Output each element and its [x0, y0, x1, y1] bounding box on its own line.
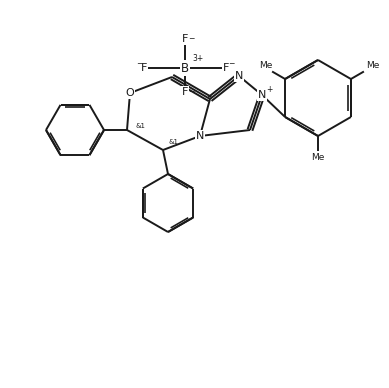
Text: −: −: [136, 59, 142, 69]
Text: N: N: [235, 71, 243, 81]
Text: F: F: [223, 63, 230, 73]
Text: &1: &1: [169, 139, 179, 145]
Text: Me: Me: [311, 153, 325, 162]
Text: −: −: [188, 35, 194, 43]
Text: O: O: [126, 88, 134, 98]
Text: +: +: [266, 85, 272, 95]
Text: 3+: 3+: [192, 54, 203, 63]
Text: F: F: [182, 34, 188, 44]
Text: N: N: [258, 90, 266, 100]
Text: −: −: [228, 59, 234, 69]
Text: F: F: [141, 63, 147, 73]
Text: F: F: [182, 87, 188, 97]
Text: Me: Me: [366, 61, 379, 69]
Text: −: −: [188, 88, 194, 97]
Text: &1: &1: [136, 123, 146, 129]
Text: N: N: [196, 131, 204, 141]
Text: B: B: [181, 62, 189, 74]
Text: Me: Me: [259, 61, 272, 69]
